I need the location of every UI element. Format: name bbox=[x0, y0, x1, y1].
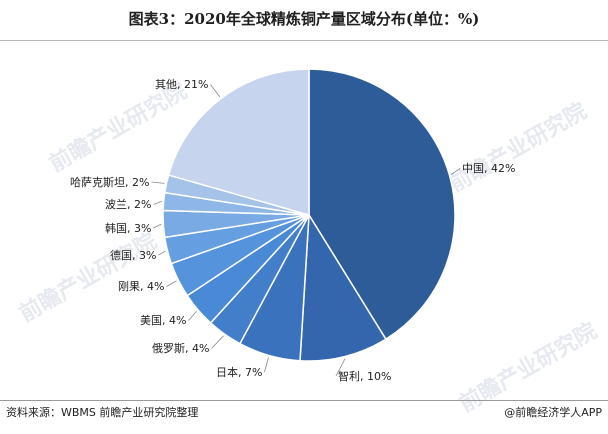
leader-line bbox=[451, 168, 461, 175]
leader-lines bbox=[151, 84, 461, 377]
pie-slices bbox=[162, 68, 456, 362]
slice-label: 智利, 10% bbox=[338, 369, 391, 383]
leader-line bbox=[166, 280, 177, 287]
leader-line bbox=[153, 223, 162, 229]
leader-line bbox=[188, 311, 197, 321]
slice-label: 美国, 4% bbox=[140, 314, 186, 327]
title-divider bbox=[0, 40, 608, 41]
footer-divider bbox=[0, 400, 608, 401]
slice-label: 中国, 42% bbox=[462, 162, 515, 175]
leader-line bbox=[335, 358, 346, 377]
pie-slice bbox=[299, 212, 387, 362]
source-note: 资料来源：WBMS 前瞻产业研究院整理 bbox=[6, 406, 199, 419]
pie-slice bbox=[308, 68, 456, 341]
slice-label: 刚果, 4% bbox=[118, 280, 164, 293]
leader-line bbox=[264, 357, 269, 373]
slice-labels: 中国, 42% 智利, 10% 日本, 7% 俄罗斯, 4% 美国, 4% 刚果, 4% 德… bbox=[70, 78, 515, 383]
leader-line bbox=[151, 181, 165, 184]
leader-line bbox=[158, 250, 166, 256]
slice-label: 韩国, 3% bbox=[105, 221, 151, 235]
pie-slice bbox=[167, 68, 310, 216]
leader-line bbox=[211, 335, 224, 349]
leader-line bbox=[153, 200, 162, 205]
chart-title: 图表3：2020年全球精炼铜产量区域分布(单位：%) bbox=[128, 10, 480, 28]
leader-line bbox=[210, 84, 221, 98]
slice-label: 波兰, 2% bbox=[105, 198, 151, 211]
slice-label: 其他, 21% bbox=[155, 78, 208, 91]
slice-label: 德国, 3% bbox=[110, 248, 156, 262]
slice-label: 哈萨克斯坦, 2% bbox=[70, 175, 149, 189]
slice-label: 俄罗斯, 4% bbox=[152, 342, 209, 355]
slice-label: 日本, 7% bbox=[216, 365, 262, 379]
brand-credit: @前瞻经济学人APP bbox=[504, 406, 602, 419]
